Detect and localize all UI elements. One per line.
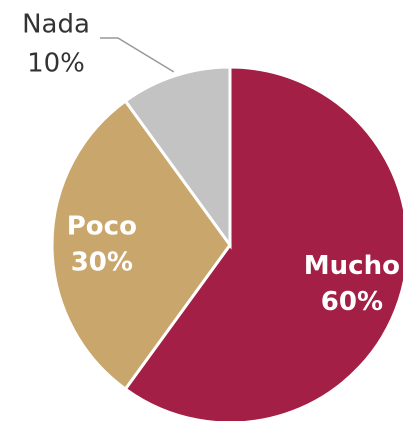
slice-label: Poco (67, 212, 137, 242)
pie-slice (123, 65, 232, 250)
outside-value: 10% (27, 49, 85, 79)
pie-slice (50, 98, 232, 392)
pie-slice (123, 65, 403, 421)
outside-label: Nada (22, 10, 90, 40)
slice-value: 60% (321, 287, 383, 317)
leader-line (100, 37, 175, 73)
slice-value: 30% (71, 248, 133, 278)
slice-label: Mucho (304, 251, 400, 281)
